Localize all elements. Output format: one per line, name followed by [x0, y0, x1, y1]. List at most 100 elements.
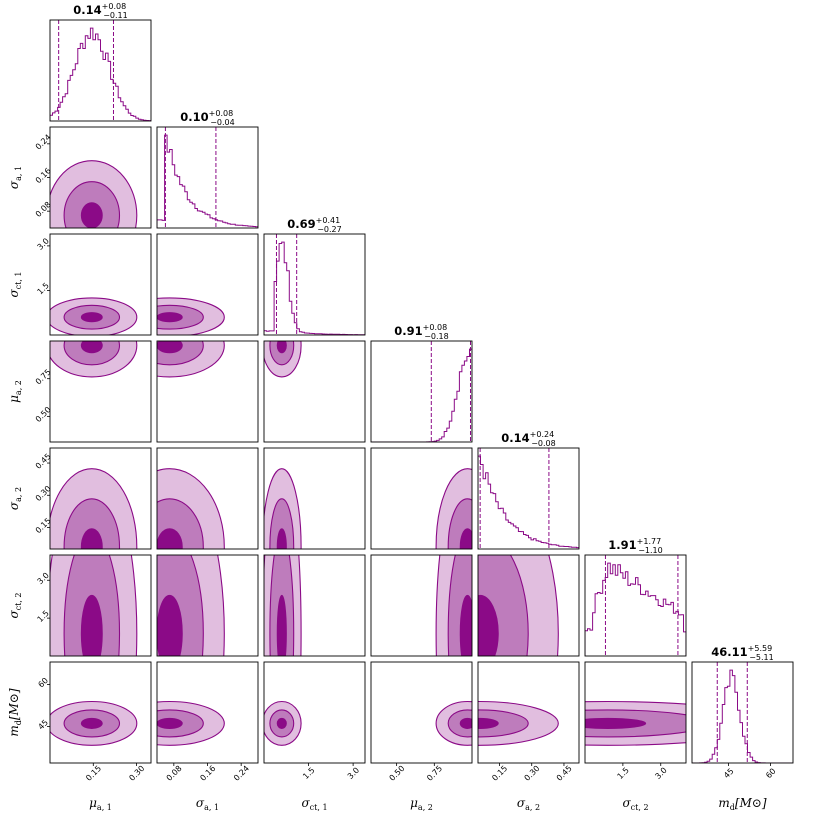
x-axis-label-sigma_ct1: σct, 1 [301, 796, 327, 812]
panel-frame [477, 447, 580, 550]
x-tick-label: 0.45 [555, 764, 574, 783]
panel-frame [263, 554, 366, 657]
x-tick-label: 3.0 [653, 766, 668, 781]
panel-frame [156, 126, 259, 229]
panel-frame [370, 340, 473, 443]
title-sigma_a1: 0.10+0.08 −0.04 [180, 109, 234, 127]
panel-frame [477, 661, 580, 764]
x-tick-label: 0.15 [490, 764, 509, 783]
contour-panel-sigma_ct1-mu_a2 [263, 340, 366, 443]
x-tick-label: 0.24 [232, 764, 251, 783]
x-tick-label: 1.5 [616, 766, 631, 781]
panel-frame [263, 447, 366, 550]
x-axis-label-m_d: md[M⊙] [718, 796, 767, 812]
x-tick-label: 0.15 [84, 764, 103, 783]
panel-frame [49, 340, 152, 443]
x-tick-label: 0.75 [425, 764, 444, 783]
panel-frame [477, 554, 580, 657]
contour-level-3 [80, 202, 103, 228]
contour-panel-sigma_ct1-sigma_a2 [263, 447, 366, 550]
x-tick-label: 0.50 [388, 764, 407, 783]
x-tick-label: 0.30 [127, 764, 146, 783]
hist-panel-mu_a1: 0.14+0.08 −0.11 [49, 2, 152, 122]
contour-level-2 [478, 709, 529, 738]
contour-panel-sigma_a2-m_d: 0.15 0.30 0.45 [477, 661, 580, 783]
x-tick-label: 60 [764, 767, 778, 781]
contour-level-3 [276, 717, 287, 729]
x-tick-label: 0.16 [198, 764, 217, 783]
histogram-sigma_ct2 [585, 562, 686, 656]
panel-frame [156, 447, 259, 550]
contour-level-3 [80, 717, 103, 729]
x-axis-label-mu_a1: μa, 1 [89, 796, 112, 812]
title-sigma_ct1: 0.69+0.41 −0.27 [287, 216, 341, 234]
panel-frame [584, 554, 687, 657]
y-axis-label-sigma_a2: σa, 2 [7, 487, 23, 510]
contour-panel-mu_a1-m_d: 0.15 0.30 45 60 [36, 661, 152, 783]
y-axis-label-sigma_a1: σa, 1 [7, 166, 23, 189]
panel-frame [49, 661, 152, 764]
x-tick-label: 1.5 [301, 766, 316, 781]
panel-frame [370, 661, 473, 764]
x-tick-label: 0.30 [523, 764, 542, 783]
x-axis-label-sigma_ct2: σct, 2 [622, 796, 648, 812]
panel-frame [370, 447, 473, 550]
contour-panel-mu_a2-sigma_a2 [370, 447, 473, 550]
x-tick-label: 3.0 [346, 766, 361, 781]
contour-level-3 [157, 528, 183, 549]
panel-frame [156, 233, 259, 336]
contour-panel-sigma_ct1-sigma_ct2 [263, 554, 366, 657]
histogram-sigma_ct1 [264, 241, 365, 335]
contour-level-3 [276, 594, 287, 656]
contour-panel-sigma_ct2-m_d: 1.5 3.0 [584, 661, 687, 781]
histogram-sigma_a1 [157, 134, 258, 228]
contour-panel-mu_a1-sigma_ct2: 1.5 3.0 [36, 554, 152, 657]
panel-frame [584, 661, 687, 764]
title-m_d: 46.11+5.59 −5.11 [711, 644, 773, 662]
hist-panel-mu_a2: 0.91+0.08 −0.18 [370, 323, 473, 443]
x-axis-label-mu_a2: μa, 2 [410, 796, 433, 812]
panel-frame [263, 340, 366, 443]
contour-level-3 [80, 312, 103, 323]
contour-panel-sigma_a1-sigma_ct2 [156, 554, 259, 657]
histogram-mu_a1 [50, 27, 151, 121]
histogram-mu_a2 [371, 348, 472, 442]
contour-level-3 [157, 594, 183, 656]
y-axis-label-mu_a2: μa, 2 [7, 380, 23, 403]
contour-panel-sigma_ct1-m_d: 1.5 3.0 [263, 661, 366, 781]
contour-panel-mu_a1-sigma_ct1: 1.5 3.0 [36, 233, 152, 336]
hist-panel-sigma_a2: 0.14+0.24 −0.08 [477, 430, 580, 550]
contour-level-2 [269, 498, 295, 549]
hist-panel-sigma_ct2: 1.91+1.77 −1.10 [584, 537, 687, 657]
contour-level-3 [80, 594, 103, 656]
contour-level-2 [63, 498, 121, 549]
contour-level-3 [157, 312, 183, 323]
contour-level-3 [459, 594, 472, 656]
title-mu_a1: 0.14+0.08 −0.11 [73, 2, 127, 20]
y-tick-label: 45 [36, 718, 50, 732]
panel-frame [49, 447, 152, 550]
panel-frame [370, 554, 473, 657]
contour-panel-mu_a1-sigma_a1: 0.080.160.24 [34, 126, 152, 229]
hist-panel-sigma_a1: 0.10+0.08 −0.04 [156, 109, 259, 229]
histogram-sigma_a2 [478, 455, 579, 549]
hist-panel-m_d: 46.11+5.59 −5.11 45 60 [691, 644, 794, 781]
y-tick-label: 1.5 [36, 609, 51, 624]
y-tick-label: 1.5 [36, 281, 51, 296]
panel-frame [156, 554, 259, 657]
x-tick-label: 45 [722, 767, 736, 781]
contour-panel-sigma_a1-mu_a2 [156, 340, 259, 443]
y-tick-label: 3.0 [36, 236, 51, 251]
panel-frame [156, 340, 259, 443]
hist-panel-sigma_ct1: 0.69+0.41 −0.27 [263, 216, 366, 336]
title-sigma_ct2: 1.91+1.77 −1.10 [608, 537, 662, 555]
y-tick-label: 3.0 [36, 571, 51, 586]
contour-level-3 [157, 341, 183, 354]
y-axis-label-sigma_ct1: σct, 1 [7, 271, 23, 297]
contour-panel-sigma_a2-sigma_ct2 [477, 554, 580, 657]
y-tick-label: 60 [36, 676, 50, 690]
title-sigma_a2: 0.14+0.24 −0.08 [501, 430, 555, 448]
contour-level-3 [276, 528, 287, 549]
panel-frame [263, 661, 366, 764]
